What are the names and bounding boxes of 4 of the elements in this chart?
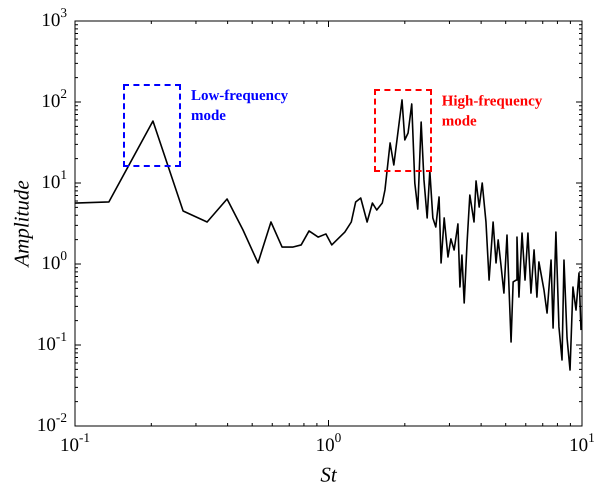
x-axis-title: St: [320, 462, 338, 487]
annotation: Low-frequency mode: [190, 88, 289, 124]
y-axis-title: Amplitude: [10, 180, 34, 269]
annotation: High-frequency mode: [442, 93, 543, 130]
